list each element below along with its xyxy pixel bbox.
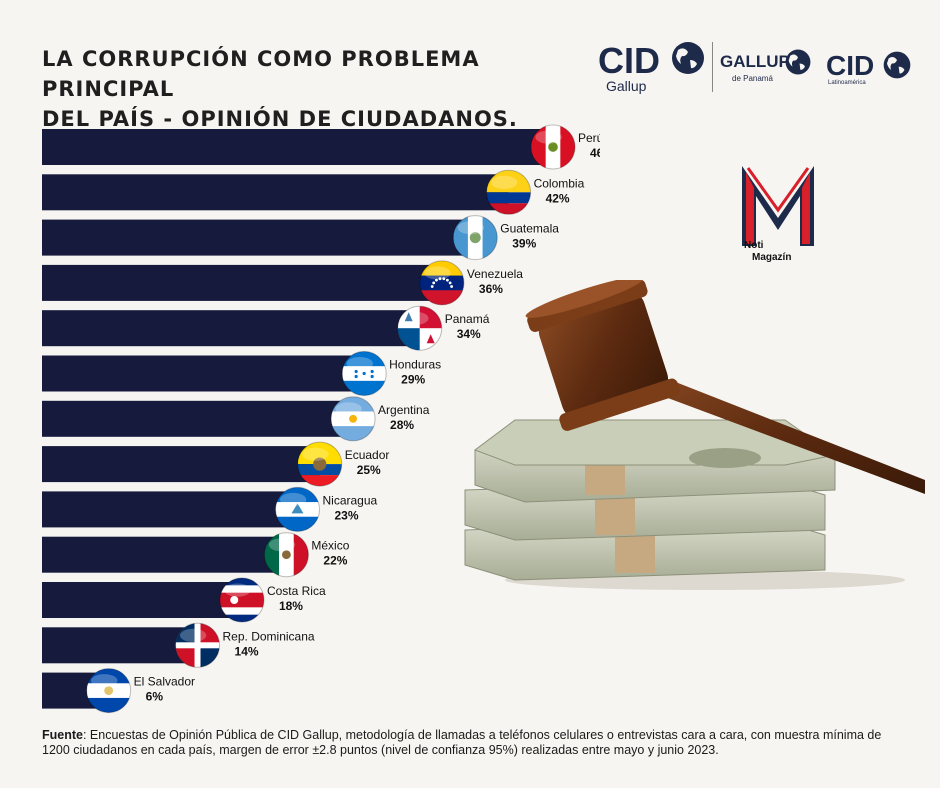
notimagazin-m-logo — [742, 166, 814, 246]
bar — [42, 219, 476, 256]
bar-value-label: 18% — [279, 599, 303, 613]
notimagazin-logo: Noti Magazín — [738, 158, 818, 271]
notimagazin-text-noti: Noti — [744, 240, 764, 251]
bar-value-label: 46% — [590, 146, 600, 160]
chart-title-line-2: DEL PAÍS - OPINIÓN DE CIUDADANOS. — [42, 107, 518, 131]
cid-gallup-logo-subtext: Gallup — [606, 78, 647, 94]
gavel-money-icon — [464, 276, 925, 590]
cid-latinoamerica-logo-text: CID — [826, 50, 875, 81]
bar-value-label: 42% — [546, 191, 570, 205]
country-flag-icon — [219, 577, 265, 623]
bar-value-label: 14% — [235, 644, 259, 658]
bar-value-label: 22% — [323, 554, 347, 568]
cid-latinoamerica-logo-subtext: Latinoamérica — [828, 80, 866, 86]
gavel — [525, 276, 925, 494]
bar — [42, 400, 354, 437]
bar-group: Perú46% — [42, 124, 600, 170]
chart-title-line-1: LA CORRUPCIÓN COMO PROBLEMA PRINCIPAL — [42, 47, 480, 101]
bar-category-label: Colombia — [534, 176, 585, 190]
country-flag-icon — [86, 668, 132, 714]
bar-category-label: Honduras — [389, 358, 441, 372]
bar-category-label: Panamá — [445, 312, 490, 326]
country-flag-icon — [397, 305, 443, 351]
bar — [42, 446, 320, 483]
bar-category-label: Costa Rica — [267, 584, 326, 598]
bar-category-label: Nicaragua — [323, 493, 378, 507]
bar — [42, 355, 365, 392]
globe-icon — [785, 49, 811, 75]
bar — [42, 536, 287, 573]
footer-label: Fuente — [42, 728, 83, 742]
bar-category-label: Guatemala — [500, 222, 559, 236]
gavel-money-illustration — [455, 276, 935, 595]
bar-value-label: 34% — [457, 327, 481, 341]
footer-text: : Encuestas de Opinión Pública de CID Ga… — [42, 728, 882, 757]
country-flag-icon — [330, 396, 376, 442]
country-flag-icon — [419, 260, 465, 306]
country-flag-icon — [486, 169, 532, 215]
bar — [42, 310, 420, 347]
bar-category-label: México — [311, 539, 349, 553]
country-flag-icon — [263, 532, 309, 578]
notimagazin-text-magazin: Magazín — [752, 252, 792, 263]
country-flag-icon — [530, 124, 576, 170]
logo-divider — [712, 42, 713, 92]
gallup-panama-logo-text: GALLUP — [720, 52, 790, 71]
bar — [42, 264, 442, 301]
globe-icon — [672, 42, 704, 74]
bar-value-label: 36% — [479, 282, 503, 296]
bar-category-label: Venezuela — [467, 267, 523, 281]
bar — [42, 627, 198, 664]
bar-chart: Perú46%Colombia42%Guatemala39%Venezuela3… — [42, 124, 600, 714]
bar-category-label: El Salvador — [134, 675, 195, 689]
country-flag-icon — [175, 622, 221, 668]
bar — [42, 582, 242, 618]
bar — [42, 129, 553, 165]
bar-category-label: Ecuador — [345, 448, 390, 462]
bar-value-label: 29% — [401, 373, 425, 387]
bar-value-label: 25% — [357, 463, 381, 477]
globe-icon — [883, 51, 911, 79]
bar-value-label: 39% — [512, 237, 536, 251]
bar-category-label: Perú — [578, 131, 600, 145]
country-flag-icon — [275, 486, 320, 532]
money-stack — [464, 419, 837, 581]
bar-category-label: Rep. Dominicana — [223, 629, 315, 643]
country-flag-icon — [341, 351, 387, 396]
bar-value-label: 23% — [335, 508, 359, 522]
cid-gallup-logo-text: CID — [598, 40, 660, 81]
bar — [42, 174, 509, 211]
footer-note: Fuente: Encuestas de Opinión Pública de … — [42, 728, 912, 758]
gallup-panama-logo-subtext: de Panamá — [732, 74, 773, 83]
bar-value-label: 28% — [390, 418, 414, 432]
sponsor-logos: CID Gallup GALLUP de Panamá CID Latinoam… — [598, 38, 918, 98]
chart-title: LA CORRUPCIÓN COMO PROBLEMA PRINCIPAL DE… — [42, 44, 582, 134]
country-flag-icon — [452, 215, 498, 261]
bar — [42, 491, 298, 528]
country-flag-icon — [297, 441, 343, 487]
cid-gallup-logo: CID Gallup — [598, 38, 708, 98]
gallup-panama-logo: GALLUP de Panamá — [720, 42, 812, 92]
bar-value-label: 6% — [146, 690, 164, 704]
cid-latinoamerica-logo: CID Latinoamérica — [826, 46, 916, 92]
bar-category-label: Argentina — [378, 403, 430, 417]
